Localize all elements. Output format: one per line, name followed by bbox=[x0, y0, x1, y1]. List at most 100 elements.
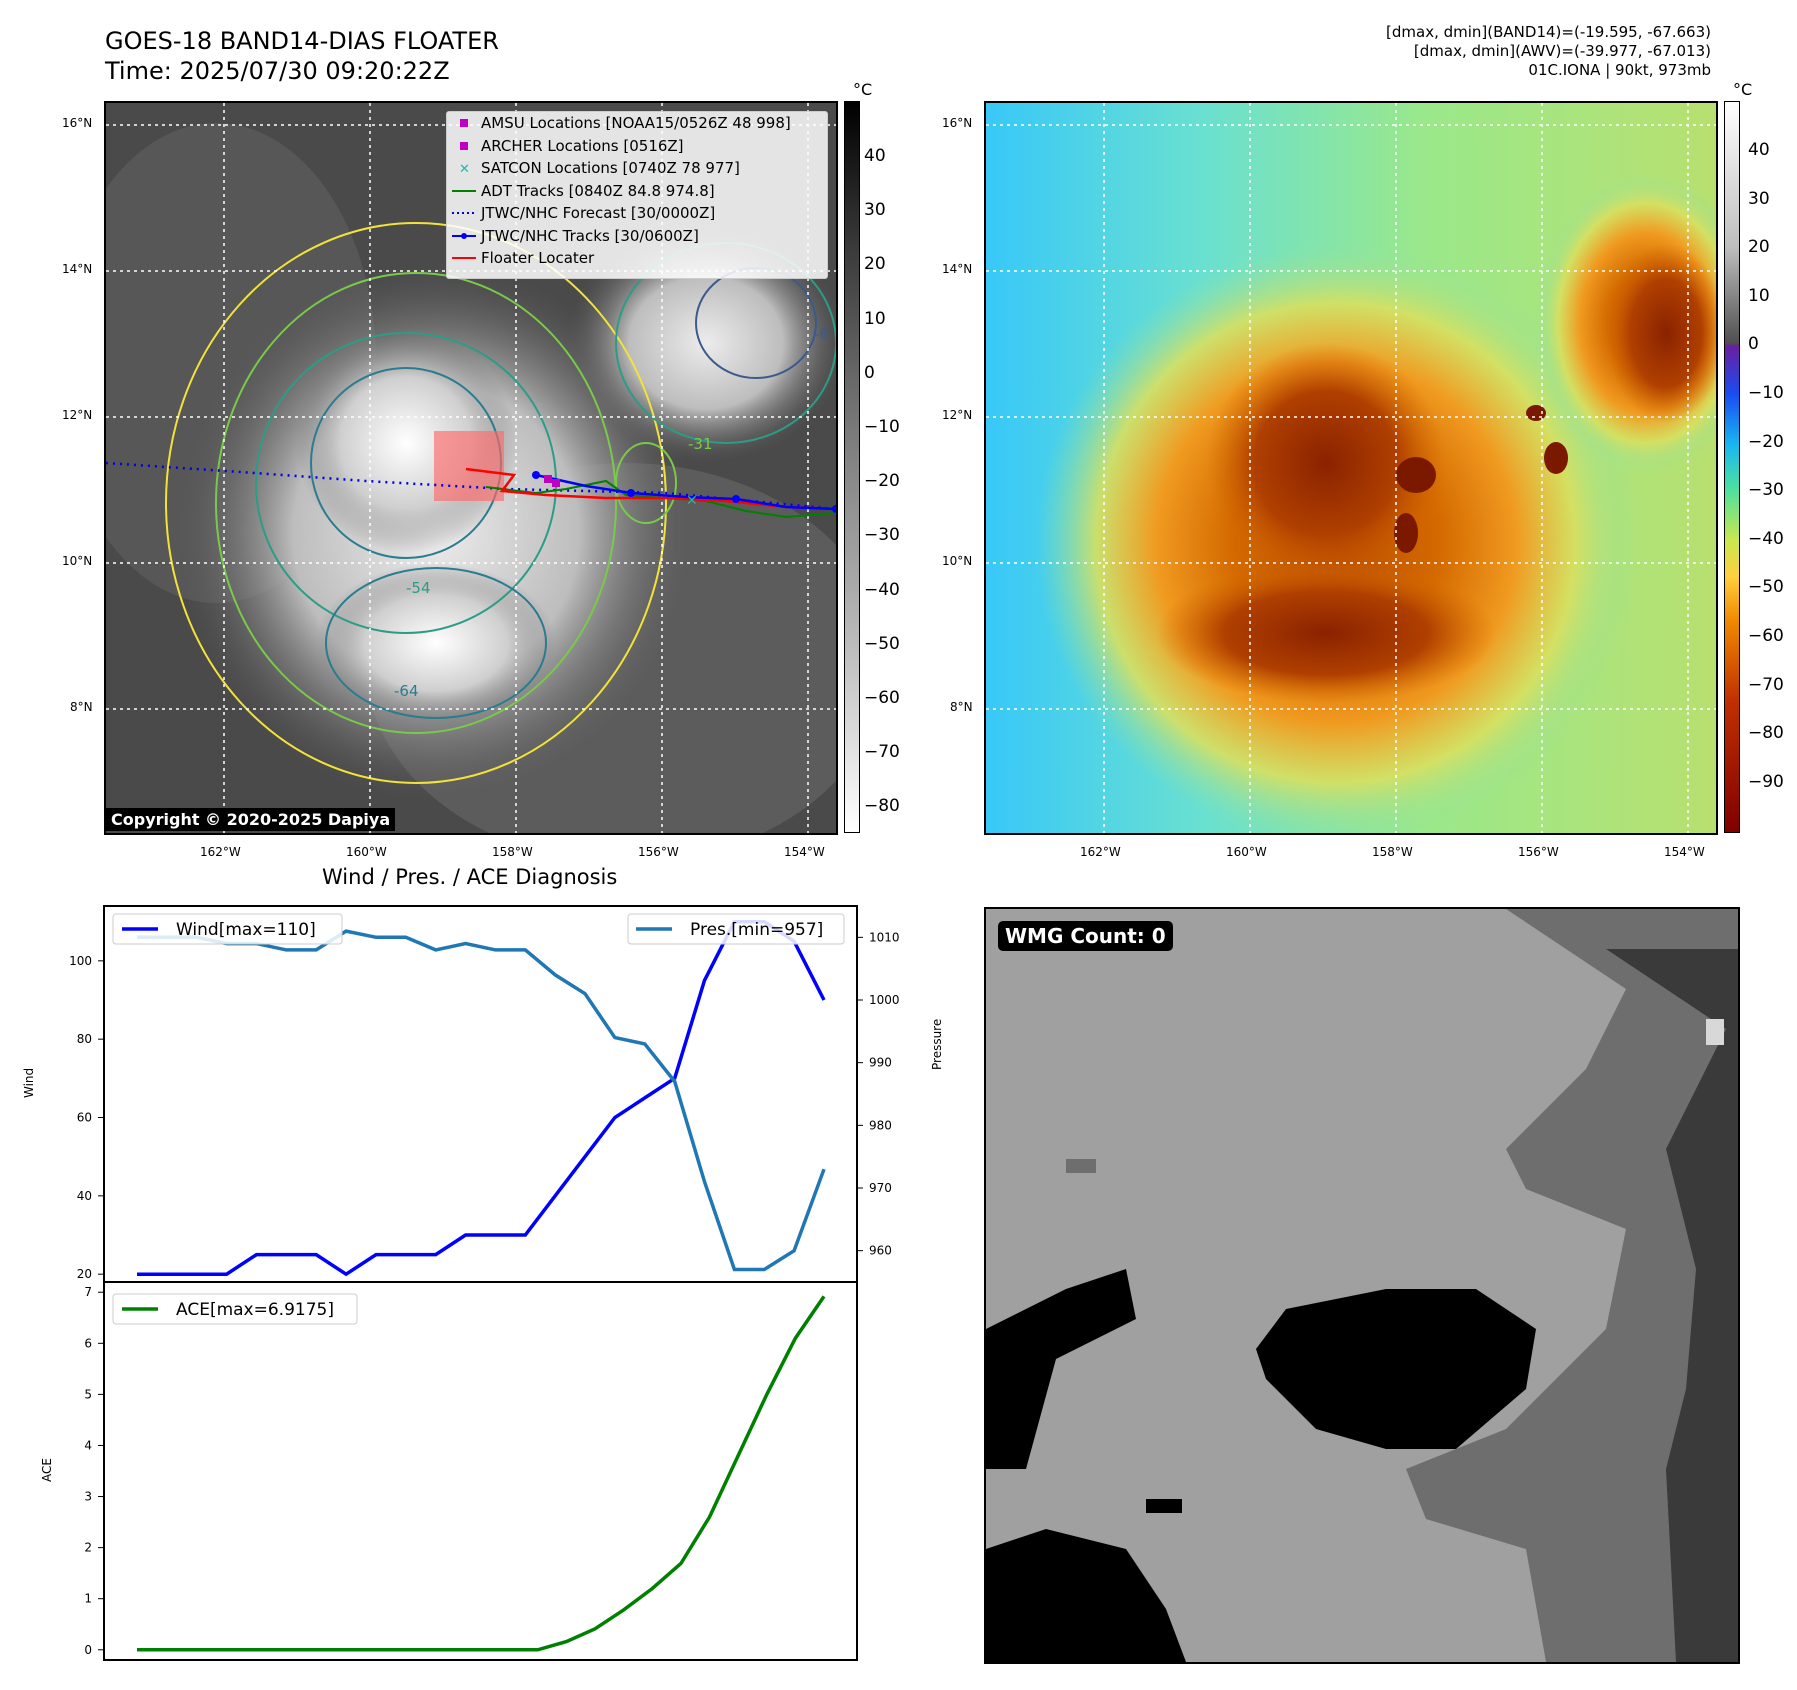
gray-colorbar-tick: −10 bbox=[864, 417, 900, 437]
legend-marker-dotted bbox=[447, 206, 481, 220]
gray-colorbar-tick: 20 bbox=[864, 254, 886, 275]
lon-tick-156-r: 156°W bbox=[1518, 845, 1559, 859]
color-colorbar-tick: −60 bbox=[1748, 626, 1784, 646]
lat-tick-12-r: 12°N bbox=[942, 408, 973, 422]
map-legend-item: Floater Locater bbox=[447, 247, 827, 270]
wmg-count-badge: WMG Count: 0 bbox=[998, 921, 1173, 951]
lon-tick-154: 154°W bbox=[784, 845, 825, 859]
gray-colorbar-tick: 0 bbox=[864, 362, 875, 383]
copyright-label: Copyright © 2020-2025 Dapiya bbox=[106, 808, 396, 831]
wind-tick-label: 40 bbox=[77, 1189, 92, 1203]
map-legend-label: ADT Tracks [0840Z 84.8 974.8] bbox=[481, 181, 715, 200]
legend-marker-linedot bbox=[447, 229, 481, 243]
lat-tick-10-r: 10°N bbox=[942, 554, 973, 568]
color-colorbar-tick: 20 bbox=[1748, 237, 1770, 258]
ir-map-panel: -54 -64 -31 -6 ✕ AMSU Locations [NOAA15/… bbox=[104, 101, 838, 835]
legend-marker-square bbox=[447, 139, 481, 153]
pressure-tick-label: 970 bbox=[869, 1181, 892, 1195]
legend-marker-line bbox=[447, 251, 481, 265]
ace-tick-label: 3 bbox=[84, 1490, 92, 1504]
legend-marker-square bbox=[447, 116, 481, 130]
ace-tick-label: 7 bbox=[84, 1285, 92, 1299]
lat-tick-14-r: 14°N bbox=[942, 262, 973, 276]
color-colorbar-tick: 0 bbox=[1748, 334, 1759, 355]
map-legend-label: ARCHER Locations [0516Z] bbox=[481, 136, 684, 155]
contour-label-3: -6 bbox=[814, 325, 829, 343]
wind-pres-axes bbox=[103, 905, 858, 1283]
diagnosis-chart: 2040608010096097098099010001010Wind[max=… bbox=[69, 905, 900, 1661]
gray-colorbar-tick: −30 bbox=[864, 525, 900, 546]
pressure-tick-label: 1010 bbox=[869, 930, 900, 944]
wind-series-line bbox=[137, 919, 826, 1277]
map-legend-item: ✕ SATCON Locations [0740Z 78 977] bbox=[447, 157, 827, 180]
ace-series-line bbox=[137, 1295, 826, 1652]
gray-colorbar-tick: 40 bbox=[864, 146, 886, 166]
pressure-tick-label: 1000 bbox=[869, 993, 900, 1007]
map-legend-item: JTWC/NHC Tracks [30/0600Z] bbox=[447, 225, 827, 248]
color-colorbar-tick: −80 bbox=[1748, 723, 1784, 744]
gray-colorbar-unit: °C bbox=[853, 80, 873, 99]
color-colorbar-tick: −20 bbox=[1748, 431, 1784, 452]
gray-colorbar-tick: −40 bbox=[864, 579, 900, 600]
color-map-panel bbox=[984, 101, 1718, 835]
title-line2: Time: 2025/07/30 09:20:22Z bbox=[105, 57, 450, 85]
map-legend-item: JTWC/NHC Forecast [30/0000Z] bbox=[447, 202, 827, 225]
lat-tick-12: 12°N bbox=[62, 408, 93, 422]
info-line1: [dmax, dmin](BAND14)=(-19.595, -67.663) bbox=[1386, 23, 1711, 41]
map-legend-label: Floater Locater bbox=[481, 249, 595, 268]
title-line1: GOES-18 BAND14-DIAS FLOATER bbox=[105, 27, 499, 55]
color-colorbar bbox=[1724, 101, 1740, 833]
lon-tick-156: 156°W bbox=[638, 845, 679, 859]
pressure-axis-label: Pressure bbox=[930, 1018, 944, 1070]
lon-tick-162-r: 162°W bbox=[1080, 845, 1121, 859]
gray-colorbar-tick: −60 bbox=[864, 688, 900, 708]
svg-text:✕: ✕ bbox=[459, 162, 470, 175]
lon-tick-160: 160°W bbox=[346, 845, 387, 859]
contour-label-2: -31 bbox=[688, 435, 713, 453]
pressure-series-line bbox=[137, 929, 826, 1272]
wind-axis-label: Wind bbox=[22, 1067, 36, 1098]
lat-tick-16-r: 16°N bbox=[942, 116, 973, 130]
pressure-tick-label: 960 bbox=[869, 1244, 892, 1258]
map-legend-item: AMSU Locations [NOAA15/0526Z 48 998] bbox=[447, 112, 827, 135]
figure-title: GOES-18 BAND14-DIAS FLOATER Time: 2025/0… bbox=[105, 26, 499, 86]
ace-tick-label: 2 bbox=[84, 1541, 92, 1555]
lat-tick-10: 10°N bbox=[62, 554, 93, 568]
color-colorbar-tick: −40 bbox=[1748, 528, 1784, 549]
lon-tick-158: 158°W bbox=[492, 845, 533, 859]
wmg-image bbox=[986, 909, 1738, 1662]
map-legend-label: JTWC/NHC Forecast [30/0000Z] bbox=[481, 204, 716, 223]
info-line3: 01C.IONA | 90kt, 973mb bbox=[1528, 61, 1711, 79]
legend-marker-line bbox=[447, 184, 481, 198]
ace-tick-label: 0 bbox=[84, 1643, 92, 1657]
gray-colorbar-tick: 10 bbox=[864, 308, 886, 329]
color-colorbar-tick: 30 bbox=[1748, 188, 1770, 209]
info-line2: [dmax, dmin](AWV)=(-39.977, -67.013) bbox=[1413, 42, 1711, 60]
ace-tick-label: 6 bbox=[84, 1336, 92, 1350]
map-legend: AMSU Locations [NOAA15/0526Z 48 998] ARCH… bbox=[446, 111, 828, 279]
color-colorbar-tick: −50 bbox=[1748, 577, 1784, 598]
color-colorbar-tick: −70 bbox=[1748, 674, 1784, 695]
gray-colorbar-tick: −80 bbox=[864, 796, 900, 817]
pressure-tick-label: 980 bbox=[869, 1118, 892, 1132]
lat-tick-8: 8°N bbox=[70, 700, 93, 714]
map-legend-label: SATCON Locations [0740Z 78 977] bbox=[481, 159, 740, 178]
lat-tick-14: 14°N bbox=[62, 262, 93, 276]
pressure-tick-label: 990 bbox=[869, 1056, 892, 1070]
color-colorbar-tick: −90 bbox=[1748, 771, 1784, 792]
ace-legend-label: ACE[max=6.9175] bbox=[176, 1300, 334, 1320]
map-legend-item: ARCHER Locations [0516Z] bbox=[447, 135, 827, 158]
wind-legend-box bbox=[112, 913, 343, 945]
map-legend-item: ADT Tracks [0840Z 84.8 974.8] bbox=[447, 180, 827, 203]
wind-tick-label: 80 bbox=[77, 1032, 92, 1046]
gray-colorbar bbox=[844, 101, 860, 833]
ace-axis-label: ACE bbox=[40, 1458, 54, 1482]
map-legend-label: JTWC/NHC Tracks [30/0600Z] bbox=[481, 226, 699, 245]
contour-label-1: -54 bbox=[406, 579, 431, 597]
lat-tick-16: 16°N bbox=[62, 116, 93, 130]
color-colorbar-tick: −30 bbox=[1748, 480, 1784, 501]
svg-text:✕: ✕ bbox=[686, 493, 698, 509]
wind-legend-label: Wind[max=110] bbox=[176, 920, 316, 940]
color-colorbar-tick: −10 bbox=[1748, 383, 1784, 403]
pressure-legend-box bbox=[627, 913, 845, 945]
